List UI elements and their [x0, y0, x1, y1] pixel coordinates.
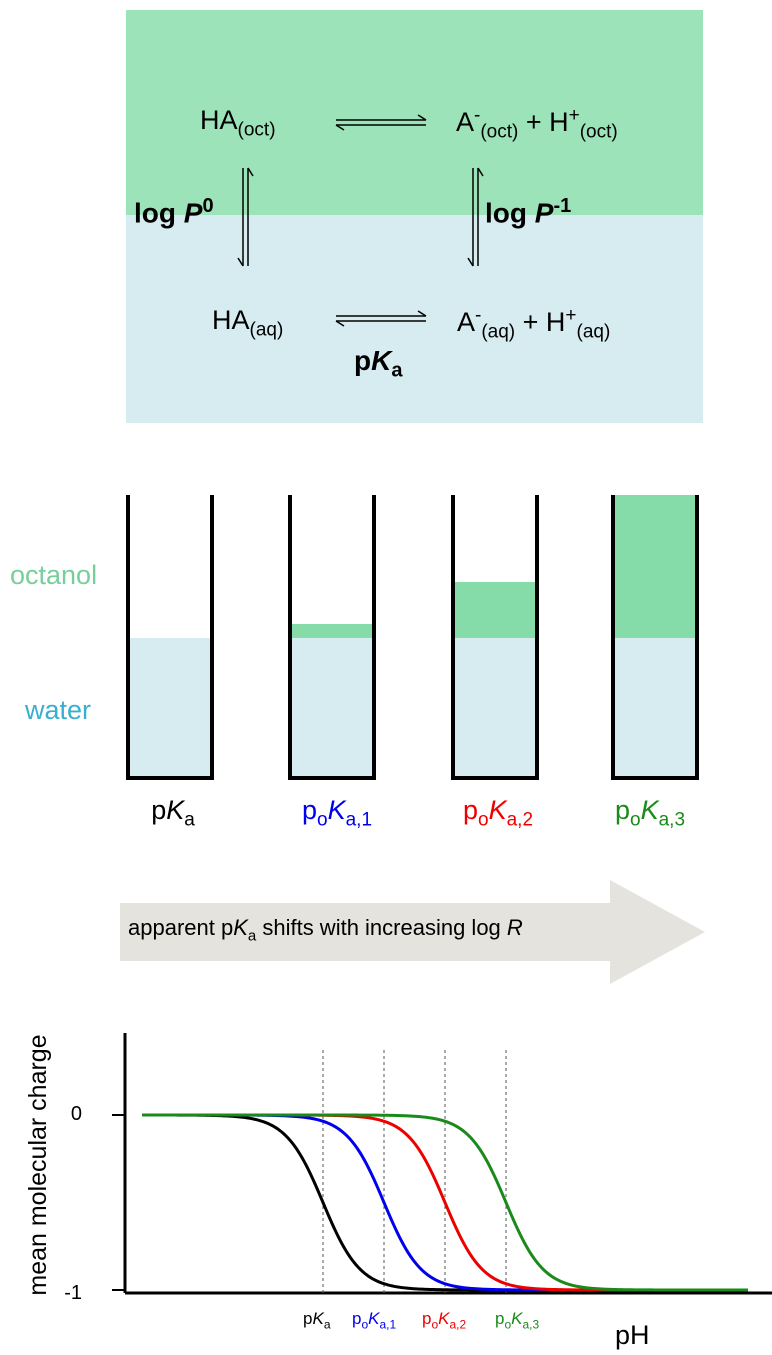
equilibrium-arrows [237, 114, 484, 327]
ha-aq: HA(aq) [212, 305, 284, 341]
x-tick-poka3: poKa,3 [495, 1309, 540, 1332]
y-tick-minus1: -1 [64, 1282, 82, 1304]
beaker-octanol [613, 495, 697, 638]
log-p-1-label: log P-1 [485, 195, 572, 229]
x-tick-poka1: poKa,1 [352, 1309, 397, 1332]
beakers [126, 495, 699, 780]
x-tick-pka: pKa [303, 1309, 331, 1332]
ha-oct: HA(oct) [200, 105, 276, 141]
beaker-outline [611, 495, 699, 780]
beaker-water [613, 638, 697, 778]
beaker-octanol [290, 624, 374, 638]
shift-arrow [120, 880, 705, 984]
y-axis-label: mean molecular charge [24, 1034, 52, 1295]
aqueous-phase-panel [126, 215, 703, 423]
y-tick-0: 0 [71, 1103, 82, 1125]
octanol-label: octanol [10, 560, 98, 590]
shift-arrow-text: apparent pKa shifts with increasing log … [128, 915, 523, 945]
log-p0-label: log P0 [134, 195, 214, 229]
octanol-phase-panel [126, 10, 703, 215]
beaker-1 [288, 495, 376, 780]
x-axis-label: pH [615, 1320, 650, 1350]
beaker-water [453, 638, 537, 778]
beaker-water [128, 638, 212, 778]
beaker-outline [451, 495, 539, 780]
beaker-0 [126, 495, 214, 780]
x-tick-poka2: poKa,2 [422, 1309, 467, 1332]
beaker-2 [451, 495, 539, 780]
beaker-outline [126, 495, 214, 780]
a-aq-plus-h-aq: A-(aq) + H+(aq) [457, 305, 611, 343]
series-line-3 [142, 1113, 748, 1292]
beaker-3 [611, 495, 699, 780]
beaker-label-poka1: poKa,1 [301, 795, 373, 831]
beaker-label-pka: pKa [151, 795, 195, 831]
water-label: water [25, 695, 92, 725]
beaker-outline [288, 495, 376, 780]
beaker-label-poka2: poKa,2 [462, 795, 534, 831]
beaker-octanol [453, 582, 537, 638]
pka-scheme-label: pKa [354, 345, 403, 382]
a-oct-plus-h-oct: A-(oct) + H+(oct) [456, 105, 618, 143]
beaker-water [290, 638, 374, 778]
charge-chart: mean molecular charge 0 -1 pH [24, 1033, 772, 1350]
beaker-label-poka3: poKa,3 [614, 795, 686, 831]
